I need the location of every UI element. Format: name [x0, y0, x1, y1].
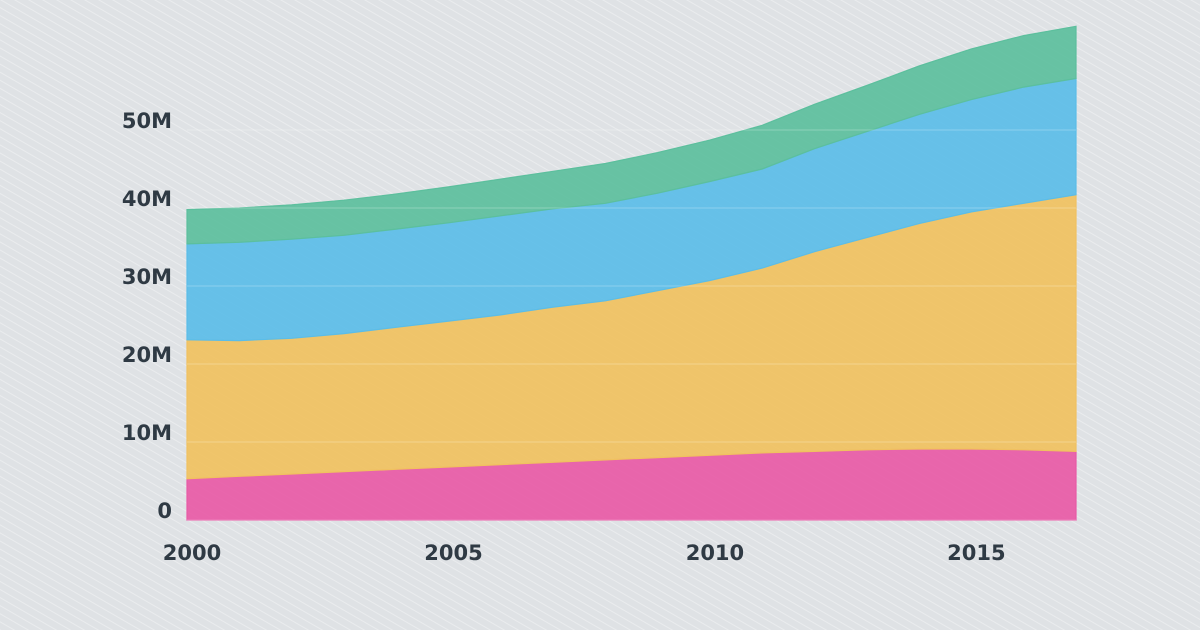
- x-tick-label-0: 2000: [163, 541, 221, 565]
- x-tick-label-1: 2005: [424, 541, 482, 565]
- y-axis: 0 10M 20M 30M 40M 50M: [122, 109, 1076, 523]
- x-tick-label-3: 2015: [947, 541, 1005, 565]
- y-tick-label-3: 30M: [122, 265, 172, 289]
- x-tick-label-2: 2010: [686, 541, 744, 565]
- y-tick-label-1: 10M: [122, 421, 172, 445]
- y-tick-label-5: 50M: [122, 109, 172, 133]
- area-series-group: [186, 25, 1077, 521]
- x-axis: 2000 2005 2010 2015: [163, 541, 1006, 565]
- area-series-4: [186, 25, 1077, 245]
- y-tick-label-2: 20M: [122, 343, 172, 367]
- y-tick-label-4: 40M: [122, 187, 172, 211]
- y-tick-label-0: 0: [157, 499, 172, 523]
